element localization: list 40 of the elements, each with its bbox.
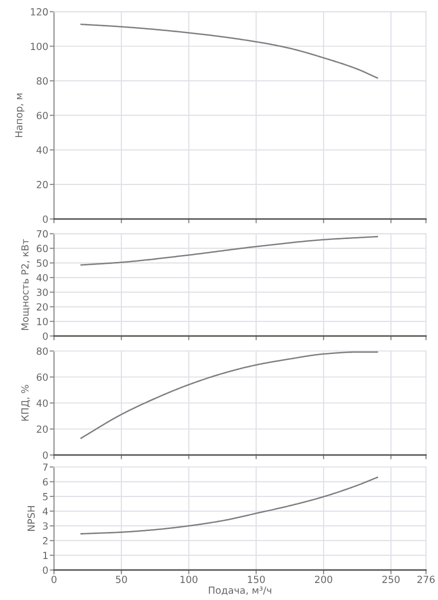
y-tick-label: 0 <box>42 451 48 459</box>
x-tick-label: 250 <box>382 576 400 584</box>
y-tick-label: 30 <box>36 288 48 296</box>
x-tick-label: 50 <box>116 576 127 584</box>
y-tick-label: 20 <box>36 303 48 311</box>
y-tick-label: 0 <box>42 215 48 223</box>
y-tick-label: 40 <box>36 274 48 282</box>
y-tick-label: 20 <box>36 425 48 433</box>
y-tick-label: 40 <box>36 399 48 407</box>
y-tick-label: 70 <box>36 230 48 238</box>
x-axis-title: Подача, м³/ч <box>208 586 272 596</box>
y-tick-label: 100 <box>30 42 48 50</box>
y-tick-label: 7 <box>43 464 48 471</box>
y-tick-label: 40 <box>36 146 48 154</box>
y-tick-label: 4 <box>42 508 48 515</box>
y-tick-label: 80 <box>36 77 48 85</box>
y-tick-label: 20 <box>36 180 48 188</box>
y-tick-label: 10 <box>37 318 48 326</box>
y-axis-title: КПД, % <box>21 384 30 421</box>
y-axis-title: NPSH <box>27 506 35 531</box>
y-axis-title: Напор, м <box>15 94 24 138</box>
y-tick-label: 2 <box>42 537 48 544</box>
y-tick-label: 120 <box>30 8 48 16</box>
y-tick-label: 0 <box>42 566 48 574</box>
x-tick-label: 200 <box>315 576 332 584</box>
y-tick-label: 60 <box>36 373 48 381</box>
x-tick-label: 276 <box>417 576 435 584</box>
y-tick-label: 60 <box>36 112 48 120</box>
y-tick-label: 60 <box>36 244 48 252</box>
y-tick-label: 50 <box>36 259 48 267</box>
y-tick-label: 0 <box>42 332 48 340</box>
y-tick-label: 80 <box>36 347 48 355</box>
x-tick-label: 0 <box>52 576 56 584</box>
y-tick-label: 1 <box>43 552 48 559</box>
x-tick-label: 100 <box>180 576 198 584</box>
y-tick-label: 6 <box>42 478 48 486</box>
y-tick-label: 5 <box>43 493 48 500</box>
y-tick-label: 3 <box>43 522 48 530</box>
x-tick-label: 150 <box>248 576 265 584</box>
y-axis-title: Мощность P2, кВт <box>21 239 30 330</box>
